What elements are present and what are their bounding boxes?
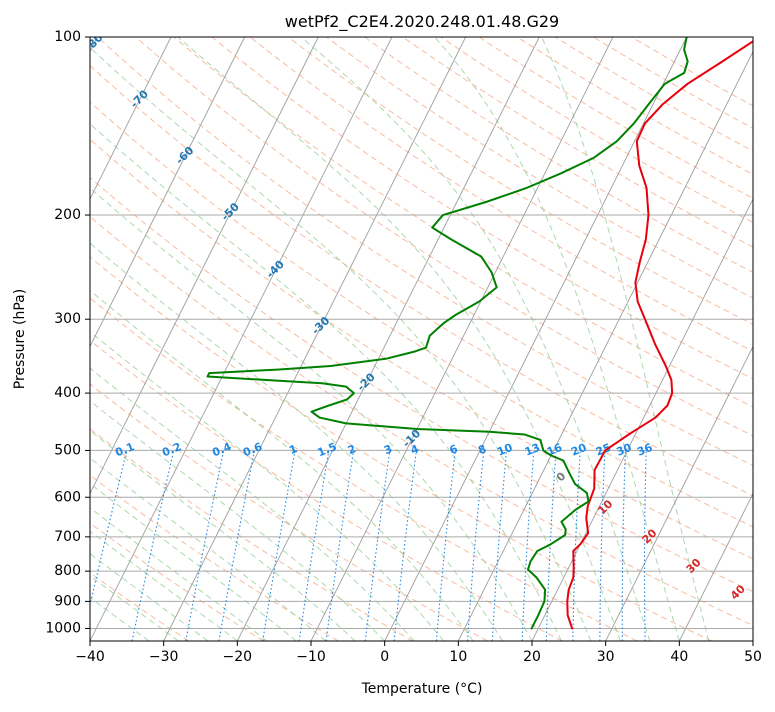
y-tick-label: 900: [54, 593, 81, 609]
x-tick-label: 50: [744, 649, 762, 665]
isotherm-label: -90: [12, 25, 35, 48]
x-tick-label: 10: [449, 649, 467, 665]
y-tick-label: 700: [54, 529, 81, 545]
y-tick-label: 500: [54, 442, 81, 458]
x-tick-label: 40: [670, 649, 688, 665]
y-axis-label: Pressure (hPa): [12, 289, 28, 389]
y-tick-label: 300: [54, 311, 81, 327]
chart-title: wetPf2_C2E4.2020.248.01.48.G29: [285, 12, 559, 32]
x-axis-label: Temperature (°C): [361, 681, 483, 697]
plot-area: 0.10.20.40.611.52346810131620253036-100-…: [0, 22, 775, 641]
x-tick-label: 20: [523, 649, 541, 665]
y-tick-label: 800: [54, 563, 81, 579]
y-tick-label: 400: [54, 385, 81, 401]
isotherm: [753, 37, 775, 641]
x-tick-label: −10: [296, 649, 326, 665]
x-tick-label: −30: [149, 649, 179, 665]
x-tick-label: 30: [597, 649, 615, 665]
x-tick-label: −40: [75, 649, 105, 665]
x-tick-label: −20: [223, 649, 253, 665]
y-tick-label: 600: [54, 489, 81, 505]
y-tick-label: 200: [54, 207, 81, 223]
y-tick-label: 1000: [45, 620, 81, 636]
x-tick-label: 0: [380, 649, 389, 665]
y-tick-label: 100: [54, 29, 81, 45]
